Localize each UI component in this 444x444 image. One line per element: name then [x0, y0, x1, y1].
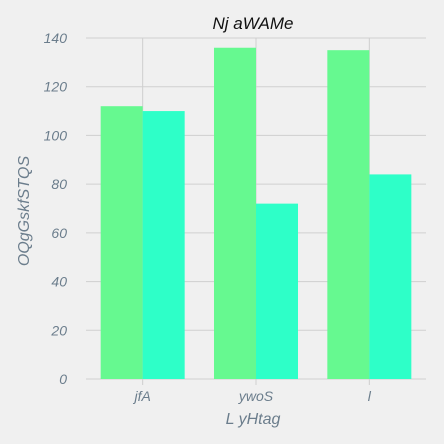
y-tick-label: 100 [44, 127, 68, 143]
bar [142, 111, 185, 380]
x-axis-ticks: jfA ywoS l [132, 379, 372, 404]
bar [214, 47, 256, 379]
y-axis-ticks: 0 20 40 60 80 100 120 140 [44, 30, 68, 387]
chart-title: Nj aWAMe [213, 14, 294, 33]
y-tick-label: 0 [59, 371, 67, 387]
bar [369, 174, 412, 379]
bar [100, 106, 143, 379]
bar [327, 50, 370, 380]
y-tick-label: 80 [51, 176, 67, 192]
x-tick-label: l [368, 388, 372, 404]
bar [256, 203, 298, 379]
y-tick-label: 60 [51, 225, 67, 241]
y-tick-label: 120 [44, 79, 68, 95]
y-tick-label: 20 [50, 322, 67, 338]
x-axis-label: L yHtag [226, 411, 281, 428]
bar-layer [100, 47, 412, 380]
y-tick-label: 140 [44, 30, 68, 46]
y-tick-label: 40 [51, 274, 67, 290]
y-axis-label: OQgGskfSTQS [16, 156, 33, 267]
x-tick-label: ywoS [238, 388, 274, 404]
x-tick-label: jfA [132, 388, 150, 404]
